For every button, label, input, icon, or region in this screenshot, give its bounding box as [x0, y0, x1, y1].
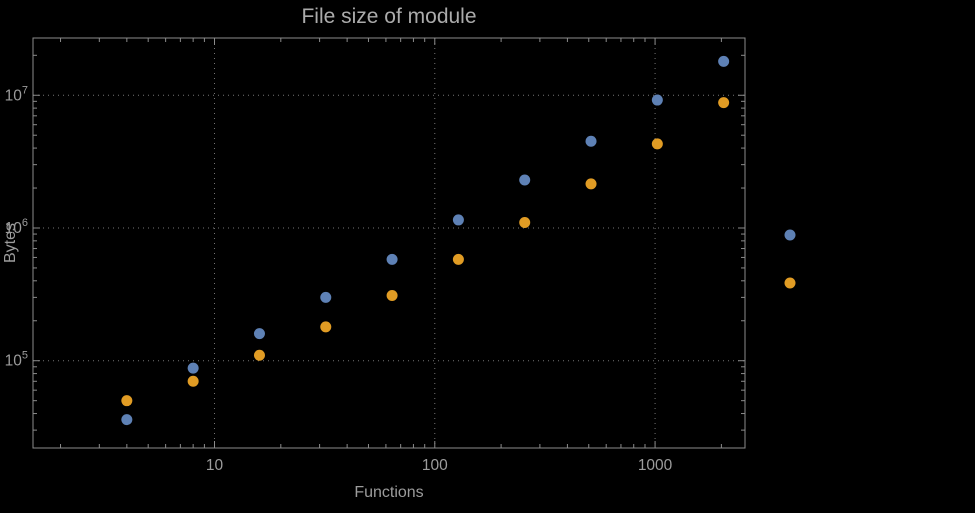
y-axis-label: Bytes [2, 222, 19, 264]
x-tick-label: 10 [206, 457, 224, 474]
data-point-blue-series [519, 174, 531, 186]
data-point-orange-series [651, 138, 663, 150]
legend-marker [784, 277, 796, 289]
data-point-blue-series [187, 362, 199, 374]
data-point-orange-series [452, 253, 464, 265]
legend-marker [784, 229, 796, 241]
data-point-blue-series [452, 214, 464, 226]
data-point-orange-series [187, 375, 199, 387]
x-axis-label: Functions [354, 484, 424, 501]
data-point-blue-series [718, 55, 730, 67]
data-point-blue-series [121, 414, 133, 426]
data-point-blue-series [320, 291, 332, 303]
data-point-blue-series [386, 253, 398, 265]
x-tick-label: 1000 [638, 457, 673, 474]
data-point-blue-series [651, 94, 663, 106]
data-point-blue-series [253, 328, 265, 340]
data-point-orange-series [320, 321, 332, 333]
chart-title: File size of module [301, 5, 477, 28]
plot-frame [32, 37, 746, 449]
y-tick-label: 106 [5, 217, 28, 237]
data-point-blue-series [585, 135, 597, 147]
x-tick-label: 100 [422, 457, 448, 474]
y-tick-label: 105 [5, 350, 28, 370]
data-point-orange-series [718, 97, 730, 109]
data-point-orange-series [386, 289, 398, 301]
data-point-orange-series [519, 216, 531, 228]
data-point-orange-series [585, 178, 597, 190]
data-point-orange-series [253, 349, 265, 361]
data-point-orange-series [121, 395, 133, 407]
y-tick-label: 107 [5, 84, 28, 104]
